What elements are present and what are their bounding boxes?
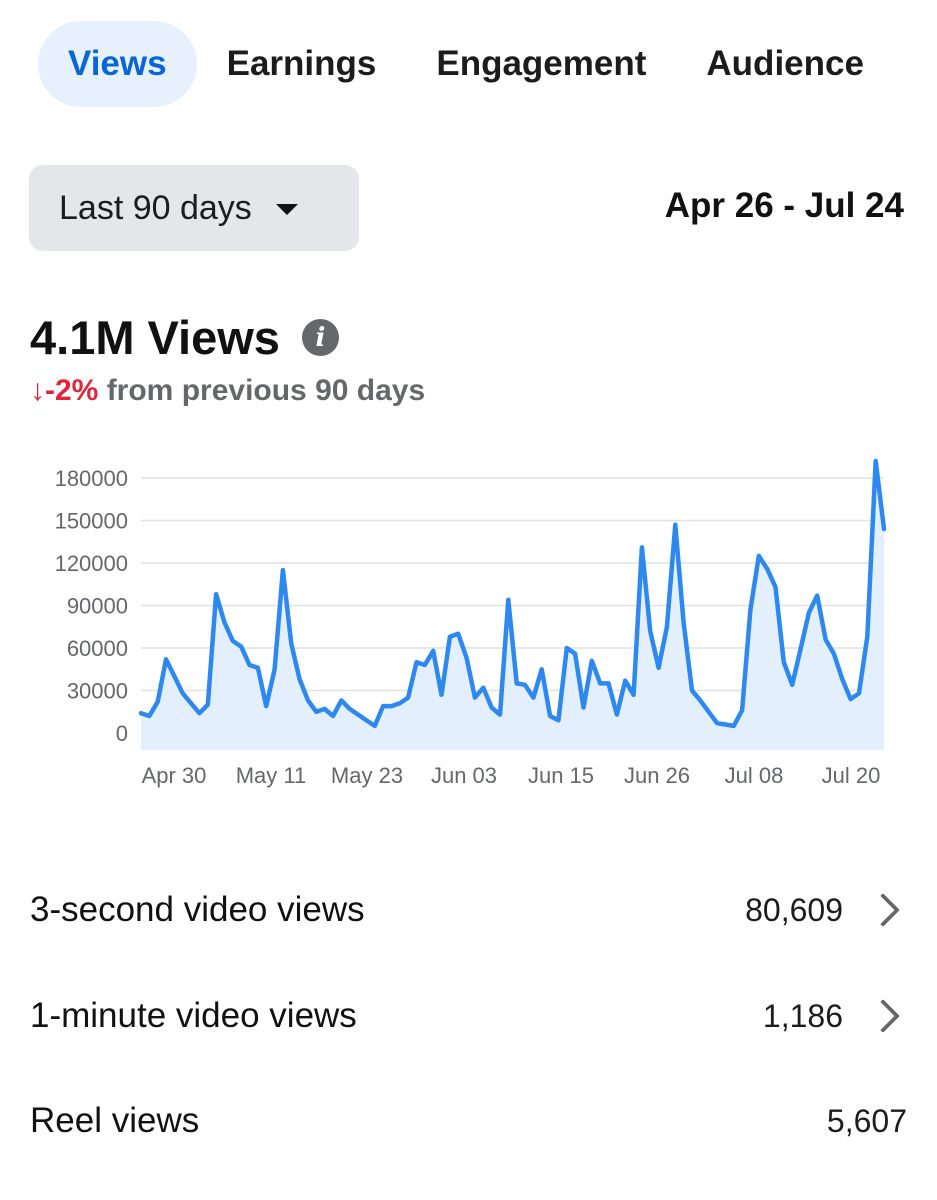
y-tick-label: 30000 [67, 679, 128, 704]
date-range-text: Apr 26 - Jul 24 [664, 186, 904, 225]
tab-earnings[interactable]: Earnings [226, 44, 377, 83]
info-icon[interactable]: i [301, 319, 339, 356]
date-range-dropdown-label: Last 90 days [59, 188, 252, 227]
tab-bar: Views Earnings Engagement Audience [38, 20, 894, 108]
caret-down-icon [275, 204, 298, 215]
y-tick-label: 180000 [55, 466, 128, 491]
date-range-dropdown[interactable]: Last 90 days [29, 165, 359, 251]
metric-row-reel-views: Reel views 5,607 [30, 1091, 907, 1151]
metric-row-1-minute-views[interactable]: 1-minute video views 1,186 [30, 986, 907, 1046]
views-change: ↓-2% from previous 90 days [30, 374, 425, 408]
metric-label: 3-second video views [30, 890, 365, 929]
x-tick-label: Jun 15 [528, 763, 594, 788]
chevron-right-icon[interactable] [866, 893, 900, 927]
metric-value: 1,186 [762, 997, 843, 1034]
change-percent: ↓-2% [30, 374, 99, 407]
x-tick-label: Jun 26 [624, 763, 690, 788]
chart-area-fill [141, 461, 884, 750]
x-tick-label: Jun 03 [431, 763, 497, 788]
metric-row-3-second-views[interactable]: 3-second video views 80,609 [30, 880, 907, 940]
y-tick-label: 0 [116, 721, 128, 746]
x-tick-label: Jul 20 [822, 763, 881, 788]
total-views: 4.1M Views [30, 311, 280, 364]
tab-engagement[interactable]: Engagement [436, 44, 647, 83]
y-tick-label: 60000 [67, 636, 128, 661]
change-description: from previous 90 days [98, 374, 426, 407]
x-tick-label: May 11 [236, 763, 307, 788]
x-tick-label: Jul 08 [725, 763, 784, 788]
metric-value: 5,607 [826, 1102, 907, 1139]
y-tick-label: 150000 [55, 509, 128, 534]
chart-series-line [138, 458, 887, 729]
y-tick-label: 90000 [67, 594, 128, 619]
metric-label: Reel views [30, 1101, 200, 1140]
tab-views[interactable]: Views [38, 21, 197, 107]
chevron-right-icon[interactable] [866, 999, 900, 1033]
views-summary: 4.1M Views i [30, 310, 339, 365]
metric-value: 80,609 [745, 891, 843, 928]
tab-audience[interactable]: Audience [706, 44, 864, 83]
y-tick-label: 120000 [55, 551, 128, 576]
metric-label: 1-minute video views [30, 996, 357, 1035]
x-tick-label: May 23 [331, 763, 403, 788]
x-tick-label: Apr 30 [142, 763, 207, 788]
views-line-chart: 0 30000 60000 90000 120000 150000 180000 Apr 30… [55, 458, 887, 788]
